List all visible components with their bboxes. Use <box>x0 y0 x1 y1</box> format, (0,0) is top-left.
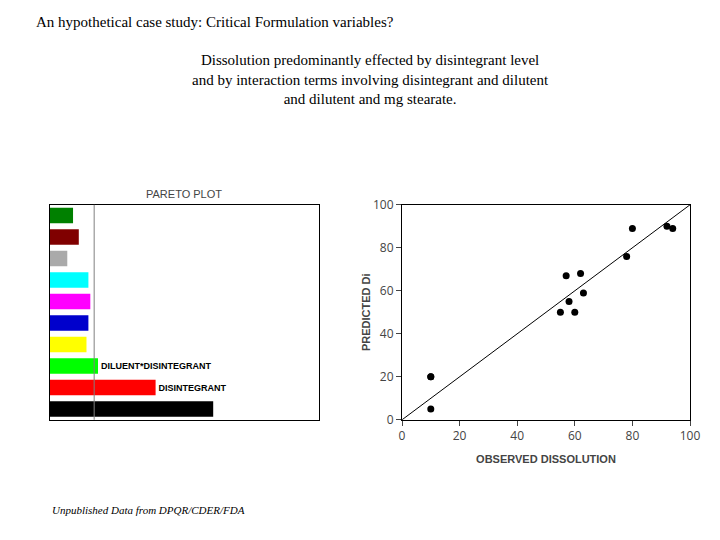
svg-text:OBSERVED DISSOLUTION: OBSERVED DISSOLUTION <box>476 453 616 465</box>
svg-text:40: 40 <box>510 427 524 444</box>
svg-text:100: 100 <box>680 427 701 444</box>
svg-text:80: 80 <box>626 427 640 444</box>
svg-text:80: 80 <box>380 239 394 256</box>
svg-text:100: 100 <box>373 196 394 213</box>
svg-text:20: 20 <box>453 427 467 444</box>
svg-text:60: 60 <box>568 427 582 444</box>
svg-text:40: 40 <box>380 325 394 342</box>
svg-text:An hypothetical case study: Cr: An hypothetical case study: Critical For… <box>36 14 394 30</box>
svg-text:DISINTEGRANT: DISINTEGRANT <box>159 383 227 393</box>
svg-text:PARETO PLOT: PARETO PLOT <box>146 188 222 200</box>
svg-text:0: 0 <box>387 411 394 428</box>
svg-text:0: 0 <box>399 427 406 444</box>
svg-text:60: 60 <box>380 282 394 299</box>
svg-text:Dissolution predominantly effe: Dissolution predominantly effected by di… <box>192 52 549 107</box>
svg-text:20: 20 <box>380 368 394 385</box>
svg-text:Unpublished Data from DPQR/CDE: Unpublished Data from DPQR/CDER/FDA <box>52 504 245 516</box>
svg-text:PREDICTED Di: PREDICTED Di <box>360 273 372 351</box>
svg-text:DILUENT*DISINTEGRANT: DILUENT*DISINTEGRANT <box>101 361 212 371</box>
